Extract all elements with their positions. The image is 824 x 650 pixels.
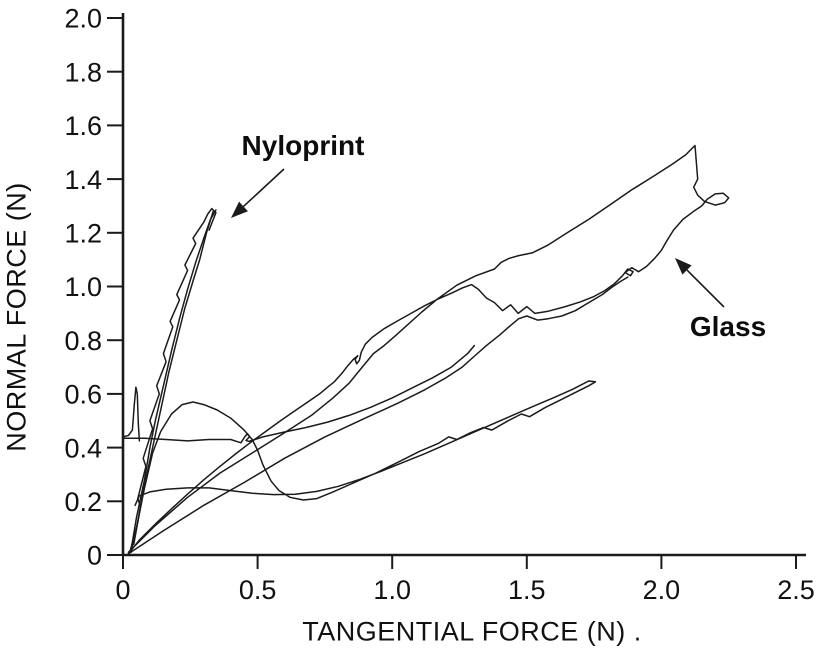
y-tick-label: 0 — [87, 541, 102, 571]
series-glass-hump-thin-loop — [130, 380, 597, 554]
y-tick-label: 1.6 — [64, 111, 102, 141]
y-tick-label: 0.4 — [64, 433, 102, 463]
arrow-line-nyloprint — [242, 168, 285, 208]
arrowhead-glass — [675, 258, 692, 275]
annotation-label-nyloprint: Nyloprint — [241, 130, 365, 161]
series-nyloprint-strand-zigzag — [133, 207, 217, 546]
y-tick-label: 1.4 — [64, 165, 102, 195]
y-tick-label: 0.2 — [64, 487, 102, 517]
y-tick-label: 2.0 — [64, 4, 102, 34]
y-tick-label: 1.2 — [64, 219, 102, 249]
y-tick-label: 0.6 — [64, 380, 102, 410]
x-tick-label: 0 — [115, 575, 130, 605]
series-glass-inner-diagonal — [127, 276, 629, 555]
x-tick-label: 1.0 — [373, 575, 411, 605]
annotation-label-glass: Glass — [689, 311, 767, 342]
x-axis-title: TANGENTIAL FORCE (N) . — [302, 616, 642, 647]
y-tick-label: 1.0 — [64, 272, 102, 302]
y-tick-label: 1.8 — [64, 57, 102, 87]
series-glass-flat-strand-with-small-loop — [122, 344, 476, 444]
series-glass-outer-loop — [127, 144, 730, 554]
arrow-line-glass — [686, 269, 725, 308]
y-axis-title: NORMAL FORCE (N) — [1, 182, 32, 452]
series-nyloprint-strand-up — [130, 209, 217, 551]
x-tick-label: 2.0 — [643, 575, 681, 605]
arrowhead-nyloprint — [231, 201, 248, 218]
y-tick-label: 0.8 — [64, 326, 102, 356]
series-glass-left-spike — [122, 386, 141, 442]
x-tick-label: 0.5 — [239, 575, 277, 605]
x-tick-label: 2.5 — [777, 575, 815, 605]
x-tick-label: 1.5 — [508, 575, 546, 605]
